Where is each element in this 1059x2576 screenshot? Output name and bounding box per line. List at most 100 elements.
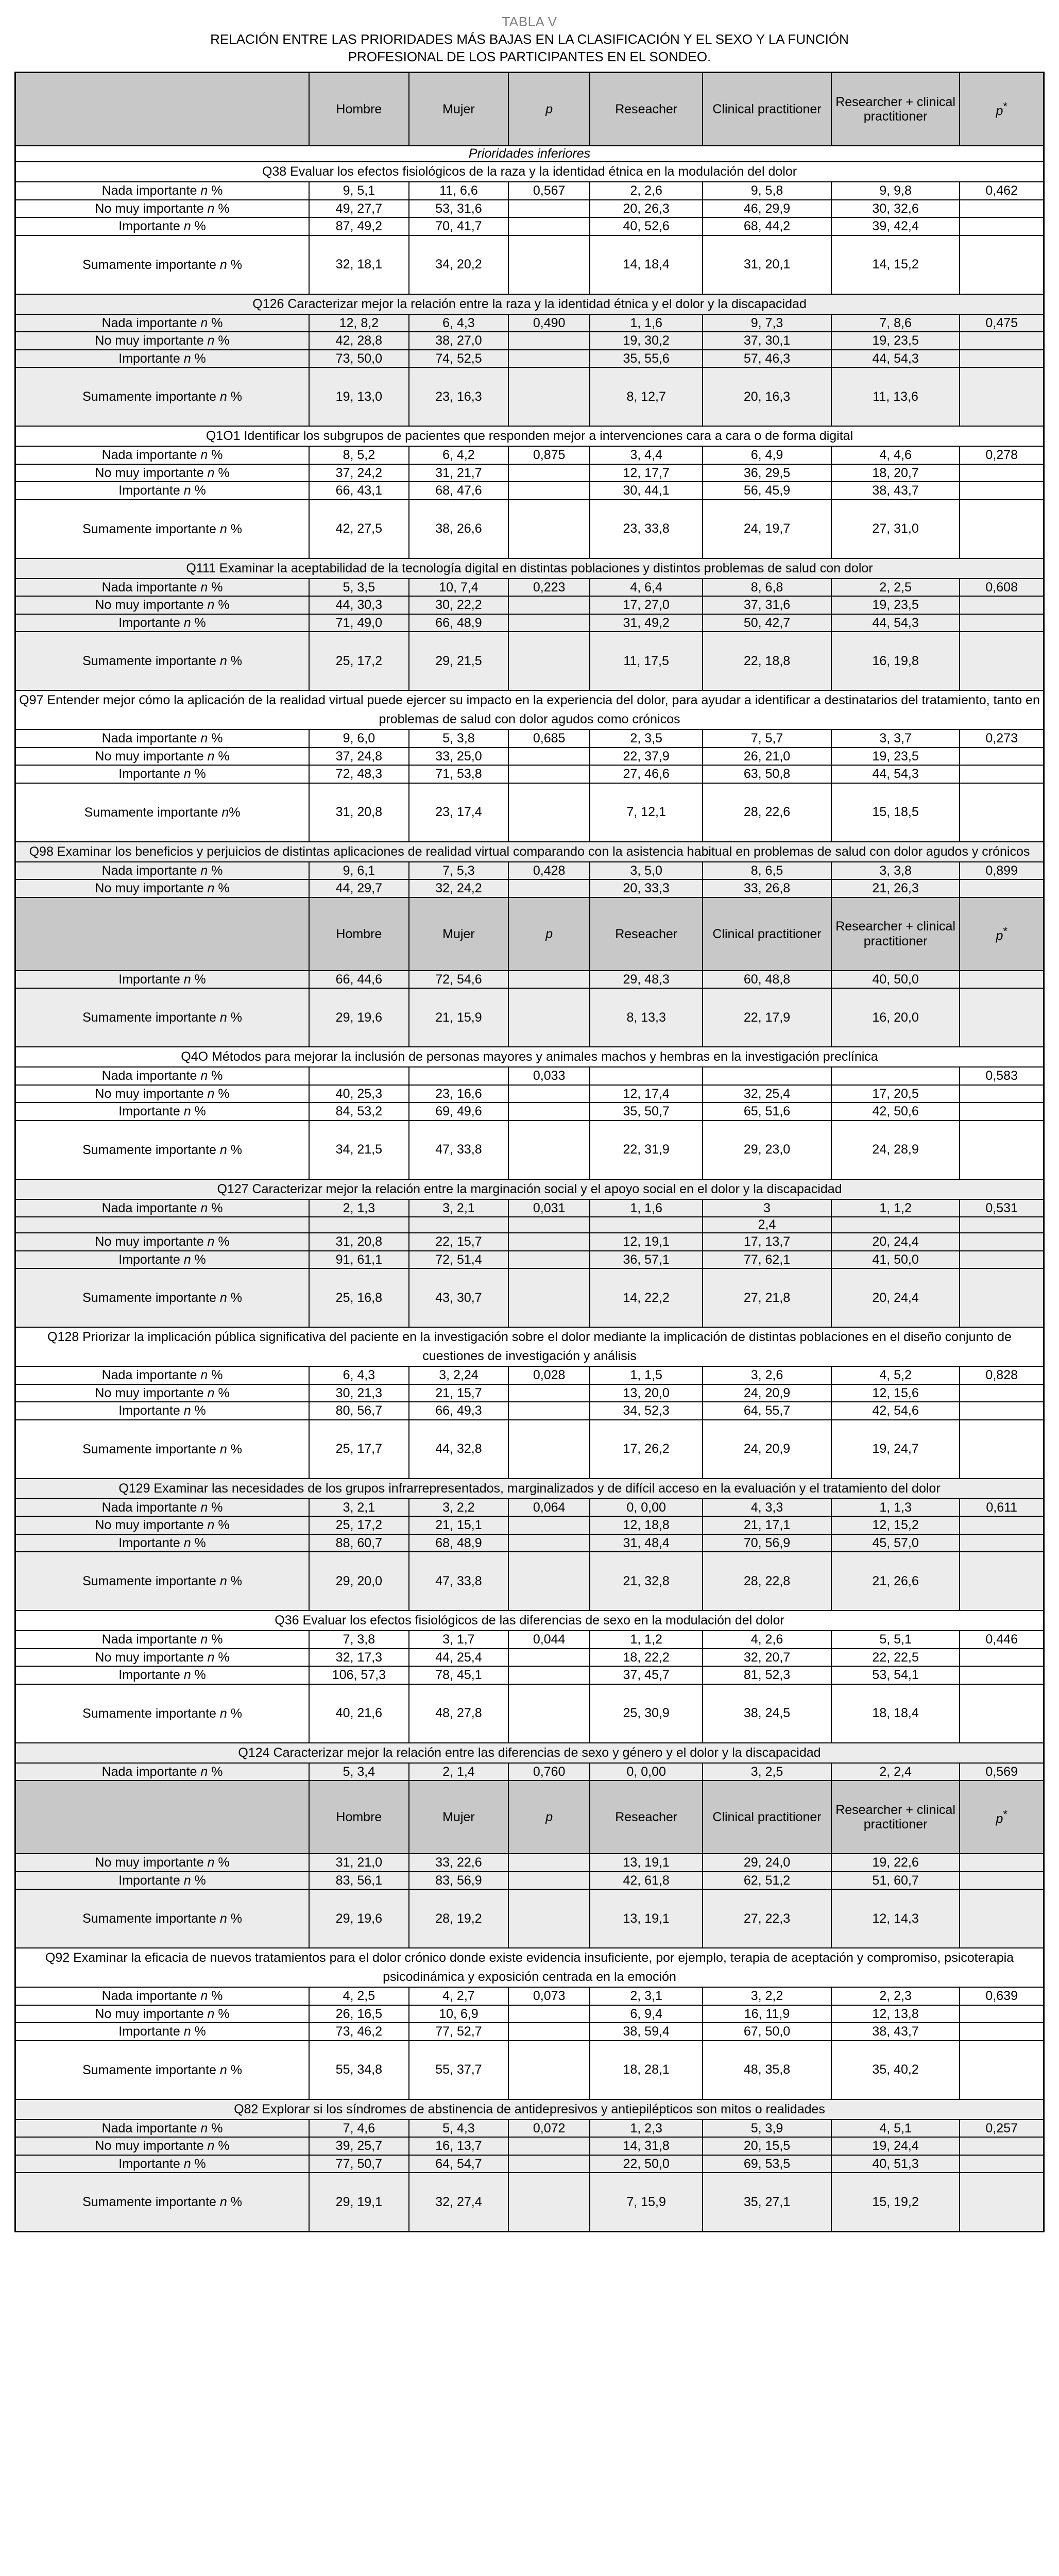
row-label: Sumamente importante n % — [14, 1683, 310, 1743]
table-row: No muy importante n % 40, 25,3 23, 16,6 12,… — [14, 1084, 1045, 1104]
table-row: Sumamente importante n % 29, 19,6 28, 19,2… — [14, 1889, 1045, 1949]
cell-researcher: 1, 1,5 — [589, 1366, 704, 1385]
cell-mujer: 16, 13,7 — [408, 2137, 509, 2156]
cell-mujer: 23, 17,4 — [408, 782, 509, 842]
row-label: Importante n % — [14, 765, 310, 784]
cell-p — [508, 2004, 591, 2024]
cell-researcher-clinical: 40, 50,0 — [830, 970, 961, 989]
table-row: Importante n % 88, 60,7 68, 48,9 31, 48,4 70… — [14, 1533, 1045, 1553]
row-label: Importante n % — [14, 970, 310, 989]
cell-mujer: 68, 48,9 — [408, 1533, 509, 1553]
cell-researcher-clinical: 19, 23,5 — [830, 747, 961, 766]
cell-researcher: 3, 5,0 — [589, 861, 704, 880]
cell-mujer: 43, 30,7 — [408, 1268, 509, 1328]
table-row: Importante n % 91, 61,1 72, 51,4 36, 57,1 77… — [14, 1250, 1045, 1269]
cell-p-star — [959, 1216, 1045, 1234]
cell-researcher: 12, 18,8 — [589, 1516, 704, 1535]
row-label: Importante n % — [14, 1250, 310, 1269]
cell-researcher: 27, 46,6 — [589, 765, 704, 784]
cell-p-star — [959, 1120, 1045, 1180]
cell-mujer: 44, 25,4 — [408, 1648, 509, 1667]
cell-hombre: 40, 21,6 — [309, 1683, 409, 1743]
cell-p-star: 0,278 — [959, 446, 1045, 465]
row-label: No muy importante n % — [14, 1084, 310, 1104]
cell-p-star — [959, 1232, 1045, 1251]
row-label: Nada importante n % — [14, 1366, 310, 1385]
row-label: No muy importante n % — [14, 879, 310, 898]
question-header-row: Q111 Examinar la aceptabilidad de la tec… — [14, 557, 1045, 579]
cell-researcher: 38, 59,4 — [589, 2022, 704, 2041]
cell-researcher: 18, 22,2 — [589, 1648, 704, 1667]
cell-researcher-clinical: 35, 40,2 — [830, 2040, 961, 2100]
cell-p: 0,033 — [508, 1066, 591, 1086]
question-header-row: Q126 Caracterizar mejor la relación entr… — [14, 293, 1045, 315]
cell-researcher: 20, 26,3 — [589, 199, 704, 218]
cell-researcher: 2, 2,6 — [589, 181, 704, 200]
cell-researcher-clinical: 16, 20,0 — [830, 988, 961, 1048]
cell-researcher-clinical: 7, 8,6 — [830, 313, 961, 333]
cell-hombre: 29, 19,6 — [309, 1889, 409, 1949]
cell-p — [508, 499, 591, 559]
question-header-row: Q92 Examinar la eficacia de nuevos trata… — [14, 1947, 1045, 1988]
cell-clinical-practitioner: 29, 24,0 — [702, 1853, 832, 1872]
cell-mujer: 21, 15,9 — [408, 988, 509, 1048]
cell-researcher-clinical: 9, 9,8 — [830, 181, 961, 200]
cell-mujer: 48, 27,8 — [408, 1683, 509, 1743]
cell-hombre: 31, 20,8 — [309, 782, 409, 842]
cell-p — [508, 234, 591, 295]
cell-p — [508, 596, 591, 615]
table-row: Nada importante n % 0,033 0,583 — [14, 1066, 1045, 1086]
cell-researcher: 17, 27,0 — [589, 596, 704, 615]
table-row: Importante n % 87, 49,2 70, 41,7 40, 52,6 68… — [14, 217, 1045, 236]
cell-researcher-clinical: 18, 18,4 — [830, 1683, 961, 1743]
cell-researcher-clinical: 16, 19,8 — [830, 631, 961, 691]
cell-clinical-practitioner: 32, 25,4 — [702, 1084, 832, 1104]
priorities-table: Hombre Mujer p Reseacher Clinical practition… — [14, 72, 1045, 2233]
cell-p-star — [959, 1516, 1045, 1535]
cell-hombre: 7, 3,8 — [309, 1630, 409, 1649]
cell-p — [508, 217, 591, 236]
cell-researcher: 20, 33,3 — [589, 879, 704, 898]
cell-mujer: 74, 52,5 — [408, 349, 509, 368]
cell-clinical-practitioner: 35, 27,1 — [702, 2172, 832, 2232]
cell-p-star — [959, 2137, 1045, 2156]
cell-p-star: 0,446 — [959, 1630, 1045, 1649]
table-row: Sumamente importante n % 55, 34,8 55, 37,7… — [14, 2040, 1045, 2100]
cell-researcher: 34, 52,3 — [589, 1401, 704, 1420]
row-label: Sumamente importante n % — [14, 1889, 310, 1949]
cell-mujer: 3, 2,2 — [408, 1498, 509, 1517]
column-header-row: Hombre Mujer p Reseacher Clinical practition… — [14, 896, 1045, 971]
cell-p — [508, 2154, 591, 2174]
cell-clinical-practitioner: 65, 51,6 — [702, 1102, 832, 1121]
cell-hombre: 71, 49,0 — [309, 613, 409, 633]
table-row: Importante n % 66, 44,6 72, 54,6 29, 48,3 60… — [14, 970, 1045, 989]
cell-clinical-practitioner: 69, 53,5 — [702, 2154, 832, 2174]
cell-p-star: 0,583 — [959, 1066, 1045, 1086]
table-row: Sumamente importante n % 32, 18,1 34, 20,2… — [14, 234, 1045, 295]
cell-p-star — [959, 2040, 1045, 2100]
cell-p — [508, 2040, 591, 2100]
cell-researcher: 13, 19,1 — [589, 1889, 704, 1949]
table-row: Nada importante n % 9, 5,1 11, 6,6 0,567 2, … — [14, 181, 1045, 200]
cell-clinical-practitioner: 20, 15,5 — [702, 2137, 832, 2156]
cell-p-star: 0,462 — [959, 181, 1045, 200]
cell-p — [508, 2172, 591, 2232]
row-label — [14, 1216, 310, 1234]
cell-p-star: 0,608 — [959, 578, 1045, 597]
cell-clinical-practitioner: 29, 23,0 — [702, 1120, 832, 1180]
cell-clinical-practitioner: 3 — [702, 1198, 832, 1218]
cell-researcher — [589, 1066, 704, 1086]
question-header-row: Q97 Entender mejor cómo la aplicación de… — [14, 690, 1045, 731]
table-row: No muy importante n % 44, 30,3 30, 22,2 17,… — [14, 596, 1045, 615]
cell-p — [508, 1533, 591, 1553]
table-title-line-1: RELACIÓN ENTRE LAS PRIORIDADES MÁS BAJAS… — [210, 31, 849, 47]
cell-researcher-clinical: 22, 22,5 — [830, 1648, 961, 1667]
table-page: TABLA V RELACIÓN ENTRE LAS PRIORIDADES M… — [14, 14, 1045, 2233]
cell-p — [508, 988, 591, 1048]
row-label: Nada importante n % — [14, 1630, 310, 1649]
cell-p-star — [959, 970, 1045, 989]
row-label: No muy importante n % — [14, 2004, 310, 2024]
cell-researcher: 13, 19,1 — [589, 1853, 704, 1872]
cell-mujer: 21, 15,7 — [408, 1383, 509, 1403]
cell-clinical-practitioner: 37, 30,1 — [702, 331, 832, 350]
